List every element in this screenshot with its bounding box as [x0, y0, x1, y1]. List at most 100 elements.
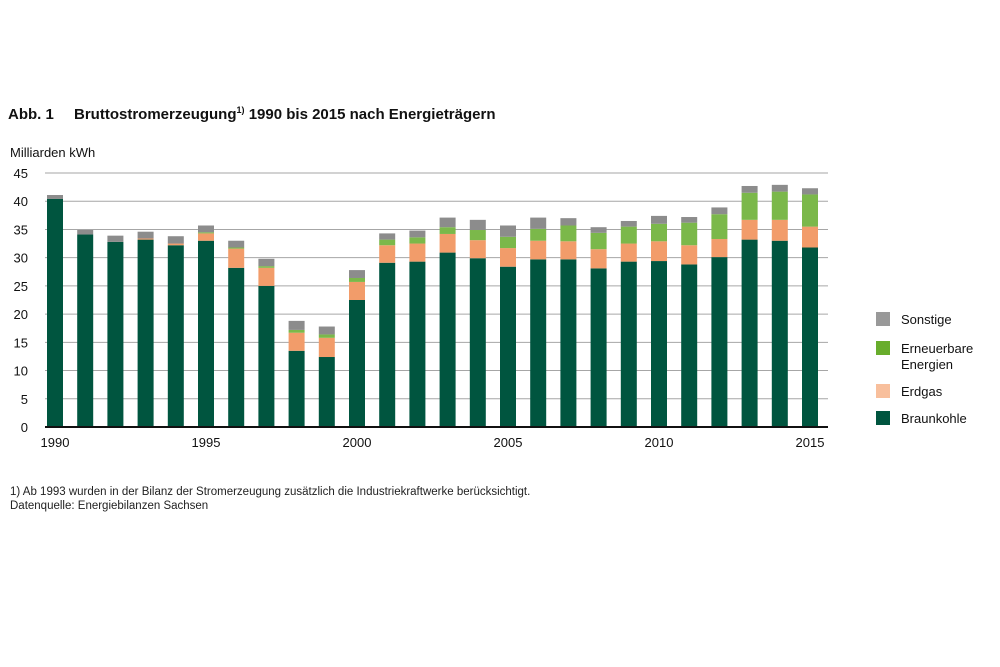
bar-segment-sonstige-1994	[167, 236, 184, 244]
bar-segment-sonstige-1997	[258, 258, 275, 267]
bar-segment-erdgas-2013	[741, 219, 758, 240]
bar-segment-sonstige-1996	[228, 240, 245, 248]
bar-segment-erneuerbare-energien-2015	[802, 194, 818, 227]
bar-segment-braunkohle-2011	[681, 264, 698, 427]
bar-segment-erdgas-1996	[228, 248, 245, 268]
bar-segment-erdgas-2000	[349, 281, 365, 300]
bar-segment-sonstige-2004	[469, 219, 486, 231]
bar-segment-erneuerbare-energien-2009	[620, 226, 637, 244]
bar-segment-braunkohle-1996	[228, 267, 245, 427]
bar-segment-erneuerbare-energien-2008	[590, 232, 607, 250]
bar-segment-erdgas-1998	[288, 332, 305, 351]
chart-title: Abb. 1 Bruttostromerzeugung1) 1990 bis 2…	[8, 105, 496, 123]
bar-segment-erneuerbare-energien-2010	[651, 223, 667, 242]
bar-segment-erneuerbare-energien-2003	[439, 227, 456, 234]
bar-segment-erneuerbare-energien-2000	[349, 277, 365, 282]
bar-segment-erdgas-2012	[711, 239, 728, 258]
bar-segment-sonstige-2001	[379, 233, 396, 240]
bar-segment-erdgas-2011	[681, 245, 698, 265]
legend-swatch-erneuerbare	[876, 341, 890, 355]
legend-label: Braunkohle	[901, 411, 967, 426]
bar-segment-sonstige-1999	[318, 326, 335, 335]
bar-segment-braunkohle-2000	[349, 300, 365, 427]
bar-segment-sonstige-2007	[560, 218, 577, 226]
bar-segment-braunkohle-2012	[711, 257, 728, 427]
bar-segment-sonstige-2008	[590, 227, 607, 233]
bar-segment-braunkohle-2006	[530, 259, 547, 427]
bar-segment-braunkohle-1993	[137, 239, 154, 427]
y-axis-label: Milliarden kWh	[10, 145, 96, 160]
figure-number: Abb. 1	[8, 106, 54, 123]
bar-segment-sonstige-1998	[288, 320, 305, 330]
bar-segment-braunkohle-1994	[167, 245, 184, 427]
bar-segment-erneuerbare-energien-2012	[711, 214, 728, 240]
legend-swatch-braunkohle	[876, 411, 890, 425]
legend-swatch-erdgas	[876, 384, 890, 398]
legend-label: Sonstige	[901, 312, 952, 327]
bar-segment-sonstige-2002	[409, 230, 426, 238]
y-tick-label: 30	[14, 251, 28, 266]
bar-segment-erneuerbare-energien-2011	[681, 222, 698, 246]
bar-segment-erdgas-2002	[409, 243, 426, 262]
bar-segment-braunkohle-2001	[379, 262, 396, 427]
bar-segment-braunkohle-2003	[439, 252, 456, 427]
bar-segment-erdgas-2001	[379, 245, 396, 263]
bar-segment-braunkohle-1995	[198, 240, 214, 427]
bar-segment-braunkohle-1990	[47, 198, 63, 427]
x-tick-label: 1995	[192, 435, 221, 450]
y-tick-label: 25	[14, 279, 28, 294]
bar-segment-sonstige-2006	[530, 217, 547, 229]
legend-label: Erneuerbare	[901, 341, 973, 356]
bar-segment-erneuerbare-energien-2013	[741, 192, 758, 220]
y-tick-label: 45	[14, 166, 28, 181]
bar-segment-sonstige-2015	[802, 188, 818, 195]
bar-segment-braunkohle-2004	[469, 258, 486, 427]
bar-segment-braunkohle-1997	[258, 285, 275, 427]
bar-segment-braunkohle-1998	[288, 350, 305, 427]
bar-segment-sonstige-1993	[137, 231, 154, 239]
data-source: Datenquelle: Energiebilanzen Sachsen	[10, 500, 209, 512]
bar-segment-erneuerbare-energien-1998	[288, 329, 305, 333]
bar-segment-erdgas-1995	[198, 233, 214, 241]
bar-segment-sonstige-2000	[349, 270, 365, 278]
bar-segment-erdgas-2008	[590, 249, 607, 269]
bar-segment-braunkohle-2008	[590, 268, 607, 427]
bar-segment-sonstige-2005	[500, 225, 516, 237]
bar-segment-sonstige-2011	[681, 217, 698, 223]
bar-segment-sonstige-2013	[741, 185, 758, 193]
title-rest: 1990 bis 2015 nach Energieträgern	[248, 106, 496, 123]
bar-segment-braunkohle-1991	[77, 234, 94, 427]
bar-segment-braunkohle-1999	[318, 357, 335, 427]
bar-segment-braunkohle-2014	[771, 240, 788, 427]
bar-segment-erdgas-2004	[469, 240, 486, 259]
x-tick-label: 2000	[343, 435, 372, 450]
bar-segment-braunkohle-2009	[620, 261, 637, 427]
footnote: 1) Ab 1993 wurden in der Bilanz der Stro…	[10, 486, 531, 498]
bar-segment-sonstige-2003	[439, 217, 456, 228]
legend-label-line2: Energien	[901, 357, 953, 372]
bar-segment-sonstige-1995	[198, 225, 214, 233]
y-tick-label: 35	[14, 222, 28, 237]
bar-segment-sonstige-1991	[77, 230, 94, 235]
title-footnote-marker: 1)	[236, 105, 245, 115]
bar-segment-sonstige-2010	[651, 215, 667, 224]
bar-segment-erneuerbare-energien-1995	[198, 232, 214, 234]
bar-segment-sonstige-2014	[771, 184, 788, 192]
bar-segment-sonstige-2012	[711, 207, 728, 215]
x-tick-label: 1990	[41, 435, 70, 450]
bar-segment-erneuerbare-energien-2007	[560, 225, 577, 242]
x-tick-label: 2015	[796, 435, 825, 450]
y-tick-label: 15	[14, 335, 28, 350]
bar-segment-erneuerbare-energien-1997	[258, 266, 275, 268]
bar-segment-braunkohle-2013	[741, 239, 758, 427]
bar-segment-erdgas-1994	[167, 243, 184, 246]
bar-segment-braunkohle-1992	[107, 241, 124, 427]
bar-segment-braunkohle-2007	[560, 259, 577, 427]
bar-segment-erdgas-2005	[500, 248, 516, 267]
legend-swatch-sonstige	[876, 312, 890, 326]
bar-segment-braunkohle-2015	[802, 247, 818, 427]
x-tick-label: 2010	[645, 435, 674, 450]
bar-segment-erdgas-2010	[651, 241, 667, 262]
bar-segment-erneuerbare-energien-2004	[469, 230, 486, 241]
